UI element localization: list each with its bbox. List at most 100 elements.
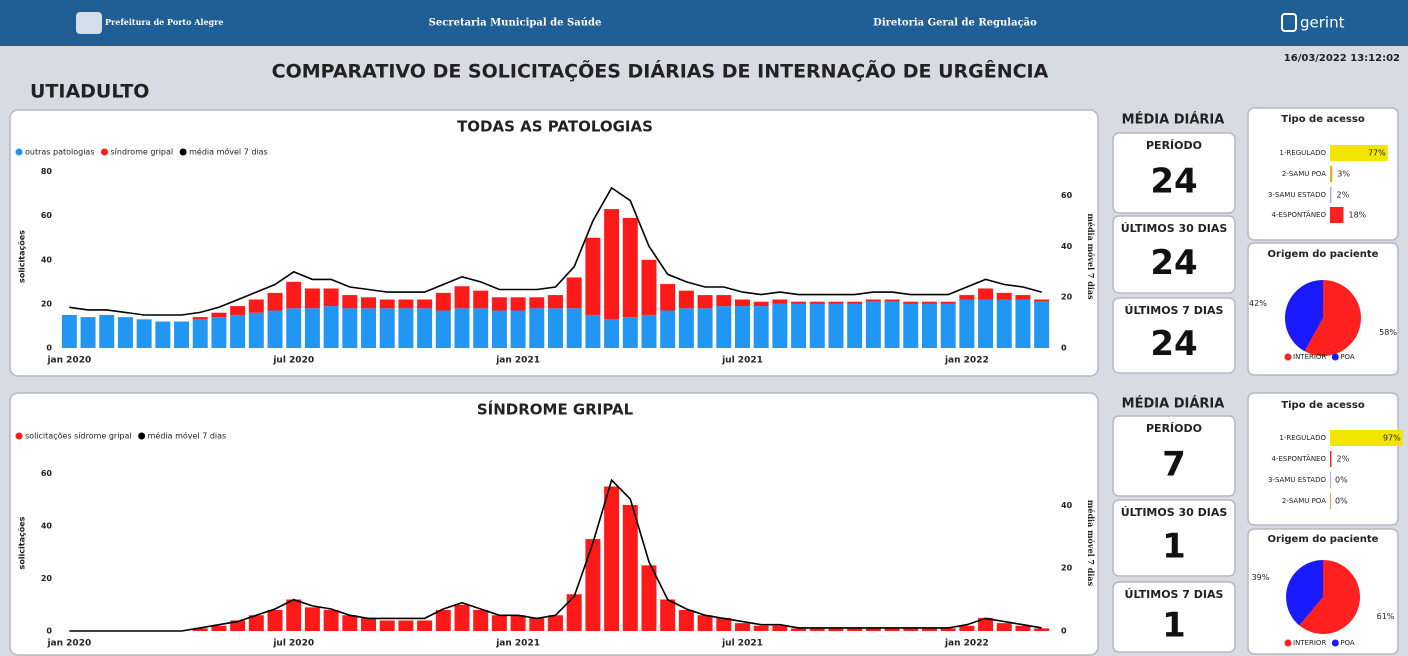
bar	[940, 303, 956, 348]
bar	[622, 317, 638, 348]
bar	[510, 310, 526, 348]
bar	[753, 625, 769, 631]
bar	[267, 310, 283, 348]
y2-tick-label: 20	[1061, 564, 1073, 573]
kpi-title: MÉDIA DIÁRIA	[1122, 396, 1225, 412]
bar	[716, 306, 732, 348]
secretaria: Secretaria Municipal de Saúde	[429, 18, 602, 29]
bar	[641, 314, 657, 348]
bar	[884, 299, 900, 302]
y2-tick-label: 20	[1061, 293, 1073, 302]
kpi-card	[1112, 297, 1236, 374]
bar	[940, 628, 956, 631]
bar	[847, 303, 863, 348]
bar	[1330, 472, 1331, 488]
bar	[660, 599, 676, 631]
bar	[622, 217, 638, 318]
legend-marker	[15, 432, 23, 440]
logo-text: Prefeitura de Porto Alegre	[105, 17, 223, 27]
bar	[286, 308, 302, 348]
card-title: Tipo de acesso	[1281, 400, 1365, 411]
bar-label: 3-SAMU ESTADO	[1268, 191, 1327, 199]
bar	[342, 615, 358, 631]
kpi-value: 7	[1162, 445, 1186, 485]
bar	[1015, 295, 1031, 300]
diretoria: Diretoria Geral de Regulação	[873, 18, 1037, 29]
bar	[529, 297, 545, 309]
bar	[435, 310, 451, 348]
bar	[192, 628, 208, 631]
bar	[660, 284, 676, 311]
bar	[379, 308, 395, 348]
bar	[99, 314, 115, 348]
pie-slice	[1304, 280, 1361, 356]
value-label: 77%	[1368, 149, 1386, 158]
bar	[379, 620, 395, 631]
y-axis-label: solicitações	[18, 516, 27, 569]
bar	[678, 609, 694, 631]
bar	[566, 308, 582, 348]
bar	[80, 317, 96, 348]
bar	[585, 237, 601, 315]
bar	[1330, 145, 1388, 161]
bar	[454, 308, 470, 348]
bar	[548, 308, 563, 348]
value-label: 18%	[1349, 211, 1367, 220]
bar	[959, 299, 975, 348]
bar	[697, 295, 713, 309]
bar	[1034, 628, 1050, 631]
bar	[510, 615, 526, 631]
kpi-label: ÚLTIMOS 30 DIAS	[1121, 222, 1228, 235]
bar	[529, 308, 545, 348]
y2-axis-label: média móvel 7 dias	[1086, 500, 1096, 587]
chart-title: TODAS AS PATOLOGIAS	[457, 118, 653, 136]
bar	[267, 292, 283, 311]
value-label: 2%	[1337, 455, 1350, 464]
bar	[361, 308, 376, 348]
bar	[996, 292, 1012, 300]
bar	[230, 306, 246, 315]
x-tick-label: jul 2021	[721, 356, 763, 366]
bar	[604, 209, 620, 320]
bar	[791, 301, 807, 304]
bar	[1330, 207, 1344, 223]
bar	[604, 486, 620, 631]
bar	[286, 281, 302, 309]
moving-average-line	[69, 186, 1042, 316]
bar	[473, 308, 489, 348]
bar	[548, 295, 563, 309]
y2-tick-label: 0	[1061, 627, 1067, 636]
header-bar	[0, 0, 1408, 46]
kpi-value: 1	[1162, 527, 1186, 567]
x-tick-label: jan 2021	[495, 356, 540, 366]
legend-label: outras patologias	[25, 148, 95, 157]
bar	[1330, 451, 1332, 467]
value-label: 2%	[1337, 191, 1350, 200]
bar-label: 2-SAMU POA	[1282, 497, 1326, 505]
bar	[940, 301, 956, 304]
bar	[809, 303, 825, 348]
bar	[454, 604, 470, 631]
y-tick-label: 20	[41, 574, 53, 583]
bar	[978, 299, 994, 348]
bar	[828, 301, 844, 304]
card	[1247, 392, 1399, 526]
bar	[716, 617, 732, 631]
bar	[491, 615, 507, 631]
bar	[978, 288, 994, 300]
legend-label: média móvel 7 dias	[148, 431, 227, 441]
kpi-label: ÚLTIMOS 30 DIAS	[1121, 506, 1228, 519]
bar	[772, 625, 788, 631]
bar	[959, 295, 975, 300]
value-label: 0%	[1335, 497, 1348, 506]
bar	[361, 297, 376, 309]
bar	[791, 628, 807, 631]
kpi-card	[1112, 499, 1236, 577]
card-title: Tipo de acesso	[1281, 114, 1365, 125]
bar	[398, 308, 414, 348]
bar	[678, 308, 694, 348]
bar	[678, 290, 694, 309]
legend-marker	[15, 148, 23, 156]
bar	[641, 565, 657, 631]
bar	[1330, 430, 1403, 446]
